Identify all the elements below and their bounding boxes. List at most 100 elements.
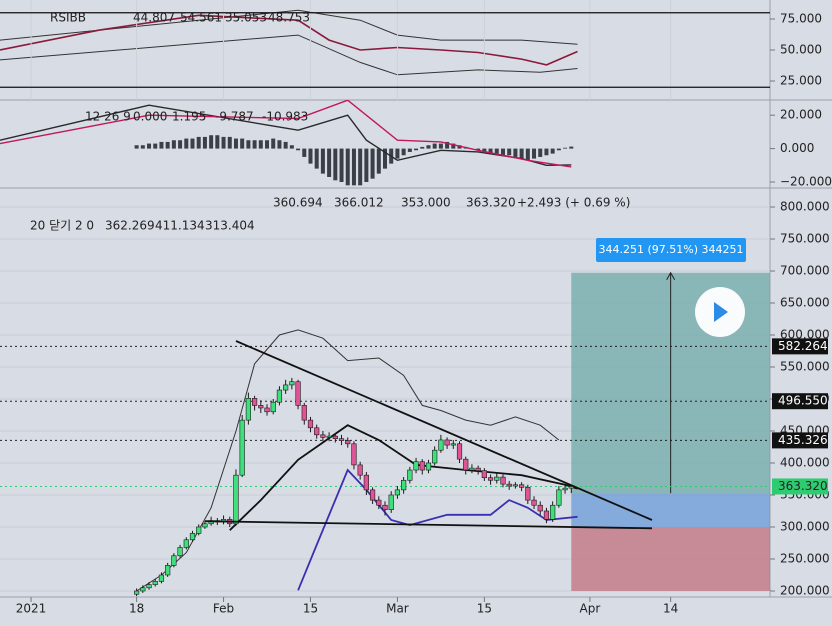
histogram-bar [227,136,232,149]
play-button[interactable] [695,287,745,337]
legend-value: RSIBB [50,11,86,25]
y-tick-label: 600.000 [780,328,830,342]
candle-body [165,565,171,576]
histogram-bar [445,141,450,149]
histogram-bar [320,148,325,174]
candle-body [338,438,345,441]
candle-body [202,523,208,528]
histogram-bar [140,145,145,149]
legend-value: 353.000 [401,196,451,210]
legend-value: 12 26 9 [85,110,131,124]
histogram-bar [165,141,170,149]
y-tick-label: 400.000 [780,455,830,469]
legend-value: 411.134 [155,219,205,233]
y-tick-label: 750.000 [780,232,830,246]
last-price-label: 363.320 [778,479,828,493]
y-tick-label: 300.000 [780,519,830,533]
histogram-bar [426,145,431,149]
legend-value: 35.053 [225,11,267,25]
line [0,100,572,168]
level-label: 582.264 [778,339,828,353]
candle-body [140,587,146,592]
histogram-bar [488,148,493,154]
candle-body [550,504,556,520]
panel [0,206,770,597]
x-tick-label: 2021 [16,602,47,616]
candle-body [556,489,562,506]
histogram-bar [271,138,276,149]
histogram-bar [451,143,456,149]
candle-body [382,504,388,511]
legend-value: 0.000 [133,110,167,124]
histogram-bar [233,138,238,149]
histogram-bar [209,135,214,149]
candle-body [519,484,525,488]
candle-body [494,476,500,481]
legend-value: 54.561 [180,11,222,25]
y-tick-label: 550.000 [780,360,830,374]
candle-body [283,384,289,391]
histogram-bar [308,148,313,164]
last-price-box [772,478,828,495]
y-tick-label: 250.000 [780,551,830,565]
candle-body [270,401,276,413]
x-tick-label: 18 [129,602,144,616]
candle-body [264,407,270,413]
candle-body [475,467,481,471]
y-tick-label: 50.000 [780,43,822,57]
candle-body [394,489,401,496]
histogram-bar [171,140,176,149]
histogram-bar [364,148,369,182]
candle-body [525,487,531,501]
candle-body [314,427,320,436]
y-tick-label: 25.000 [780,74,822,88]
y-tick-label: 20.000 [780,108,822,122]
histogram-bar [333,148,338,181]
candle-body [463,458,469,471]
legend-value: 366.012 [334,196,384,210]
candle-body [432,449,438,464]
histogram-bar [538,148,543,157]
histogram-bar [339,148,344,182]
panel [0,0,672,100]
legend-value: 360.694 [273,196,323,210]
histogram-bar [376,148,381,174]
candle-body [469,467,475,471]
y-tick-label: 200.000 [780,583,830,597]
histogram-bar [246,140,251,149]
candle-body [419,461,425,471]
legend-value: 363.320 [466,196,516,210]
candle-body [376,499,382,506]
y-tick-label: 800.000 [780,200,830,214]
candle-body [543,510,550,520]
candle-body [438,439,444,451]
candle-body [512,484,519,487]
x-tick-label: Mar [386,602,409,616]
candle-body [196,526,202,534]
y-tick-label: −20.000 [780,174,832,188]
candle-body [251,398,258,406]
y-tick-label: 75.000 [780,11,822,25]
line [0,14,578,66]
histogram-bar [550,148,555,154]
candle-body [444,439,450,446]
candle-body [401,479,407,491]
candle-body [388,494,394,511]
histogram-bar [240,138,245,149]
histogram-bar [556,148,561,151]
position-zone [571,526,770,591]
histogram-bar [202,136,207,149]
level-label: 435.326 [778,433,828,447]
histogram-bar [401,148,406,156]
line [235,340,653,521]
candle-body [568,486,574,489]
histogram-bar [184,138,189,149]
histogram-bar [345,148,350,186]
candle-body [152,581,158,585]
candle-body [171,555,177,566]
histogram-bar [302,148,307,157]
histogram-bar [395,148,400,159]
level-label-box [772,432,828,449]
candle-body [307,419,314,429]
